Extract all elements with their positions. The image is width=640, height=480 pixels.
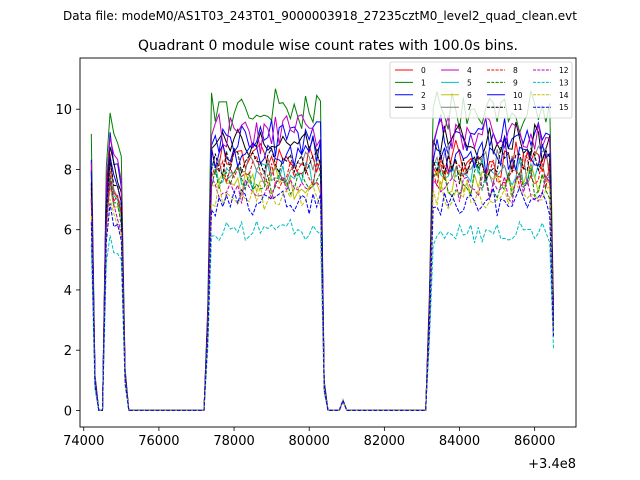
x-tick-label: 82000 (364, 434, 405, 449)
legend-label-7: 7 (467, 103, 472, 112)
x-tick-label: 74000 (63, 434, 104, 449)
legend-label-4: 4 (467, 66, 472, 75)
x-tick-label: 86000 (514, 434, 555, 449)
legend-label-1: 1 (421, 78, 426, 87)
legend-label-3: 3 (421, 103, 426, 112)
legend-label-5: 5 (467, 78, 472, 87)
y-axis: 0 2 4 6 8 10 (55, 103, 80, 419)
axes-frame (79, 57, 577, 428)
legend-label-9: 9 (513, 78, 518, 87)
y-tick-label: 4 (64, 284, 72, 299)
legend-label-6: 6 (467, 91, 472, 100)
figure-suptitle: Data file: modeM0/AS1T03_243T01_90000039… (63, 9, 577, 23)
chart-title: Quadrant 0 module wise count rates with … (138, 38, 518, 54)
x-axis-offset-label: +3.4e8 (528, 457, 576, 472)
legend-label-2: 2 (421, 91, 426, 100)
x-axis: 74000 76000 78000 80000 82000 84000 86000 (63, 427, 555, 449)
series-line-11 (90, 147, 554, 411)
y-tick-label: 0 (64, 404, 72, 419)
legend-label-0: 0 (421, 66, 426, 75)
legend-label-15: 15 (559, 103, 569, 112)
legend-label-10: 10 (513, 91, 523, 100)
legend-label-13: 13 (559, 78, 569, 87)
series-layer (90, 88, 554, 411)
legend-label-11: 11 (513, 103, 523, 112)
y-tick-label: 2 (64, 344, 72, 359)
legend-label-14: 14 (559, 91, 569, 100)
x-tick-label: 84000 (439, 434, 480, 449)
y-tick-label: 10 (55, 103, 72, 118)
legend-label-8: 8 (513, 66, 518, 75)
y-tick-label: 8 (64, 163, 72, 178)
x-tick-label: 76000 (138, 434, 179, 449)
plot-area (80, 58, 576, 427)
y-tick-label: 6 (64, 224, 72, 239)
legend-box (389, 61, 573, 119)
x-tick-label: 80000 (289, 434, 330, 449)
series-line-15 (90, 186, 554, 411)
x-tick-label: 78000 (213, 434, 254, 449)
legend-label-12: 12 (559, 66, 569, 75)
